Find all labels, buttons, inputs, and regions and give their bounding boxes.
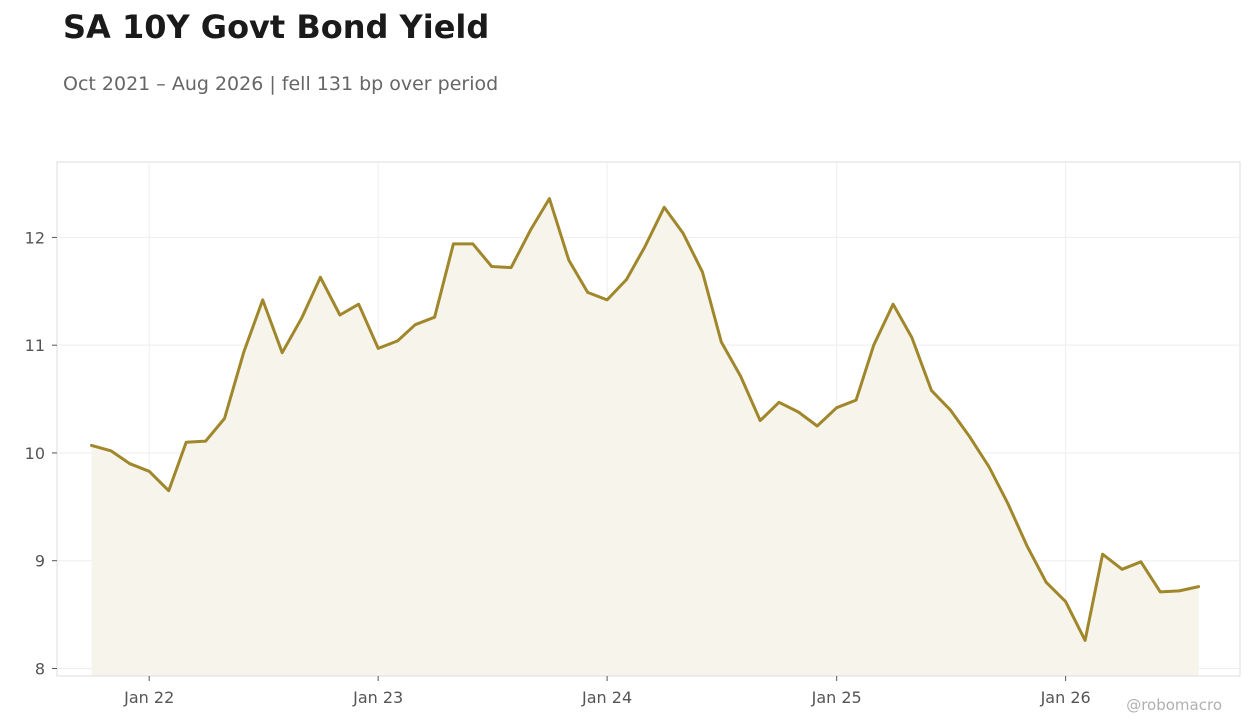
x-tick-label: Jan 26 (1040, 688, 1091, 707)
x-axis: Jan 22 Jan 23 Jan 24 Jan 25 Jan 26 (123, 676, 1091, 707)
x-tick-label: Jan 23 (352, 688, 403, 707)
y-tick-label: 11 (25, 336, 45, 355)
y-tick-label: 9 (35, 552, 45, 571)
x-tick-label: Jan 22 (123, 688, 174, 707)
y-tick-label: 8 (35, 659, 45, 678)
chart-subtitle: Oct 2021 – Aug 2026 | fell 131 bp over p… (63, 73, 499, 95)
watermark: @robomacro (1126, 696, 1222, 714)
x-tick-label: Jan 24 (581, 688, 632, 707)
yield-area-fill (91, 198, 1199, 676)
y-tick-label: 12 (25, 228, 45, 247)
x-tick-label: Jan 25 (811, 688, 862, 707)
y-tick-label: 10 (25, 444, 45, 463)
yield-line (90, 197, 1201, 642)
chart-title: SA 10Y Govt Bond Yield (63, 8, 490, 46)
y-axis: 8 9 10 11 12 (25, 228, 57, 678)
